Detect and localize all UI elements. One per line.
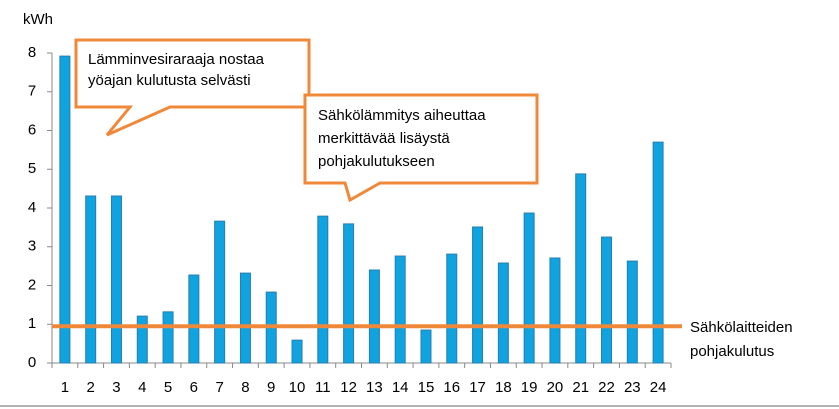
y-tick-label: 6 xyxy=(28,121,36,138)
callout-box xyxy=(303,93,539,203)
y-tick-label: 0 xyxy=(28,354,36,371)
bar xyxy=(549,257,561,364)
bar xyxy=(394,255,406,364)
x-tick-label: 1 xyxy=(61,379,69,396)
bar xyxy=(59,55,71,364)
y-tick-label: 5 xyxy=(28,160,36,177)
y-tick-label: 3 xyxy=(28,238,36,255)
callout-text: Lämminvesiraraaja nostaa xyxy=(88,51,265,68)
x-tick-label: 15 xyxy=(418,379,435,396)
x-tick-label: 3 xyxy=(112,379,120,396)
bar xyxy=(343,223,355,364)
x-tick-label: 21 xyxy=(572,379,589,396)
bar xyxy=(626,260,638,364)
x-tick-label: 23 xyxy=(624,379,641,396)
reference-label: Sähkölaitteiden xyxy=(690,319,793,336)
y-tick-label: 8 xyxy=(28,44,36,61)
bar xyxy=(420,329,432,364)
bar xyxy=(214,220,226,364)
x-tick-label: 19 xyxy=(521,379,538,396)
bar xyxy=(523,212,535,364)
bar xyxy=(497,262,509,364)
bar xyxy=(239,272,251,364)
callout-text: yöajan kulutusta selvästi xyxy=(88,72,251,89)
bar xyxy=(601,236,613,364)
bar xyxy=(368,269,380,364)
bar xyxy=(110,195,122,364)
x-tick-label: 16 xyxy=(443,379,460,396)
y-tick-label: 7 xyxy=(28,83,36,100)
bar xyxy=(472,226,484,364)
x-tick-label: 7 xyxy=(215,379,223,396)
bar xyxy=(446,253,458,364)
y-unit: kWh xyxy=(23,11,53,28)
reference-label: pohjakulutus xyxy=(690,343,774,360)
x-tick-label: 11 xyxy=(315,379,331,396)
callout-text: pohjakulutukseen xyxy=(318,153,435,170)
x-tick-label: 17 xyxy=(469,379,486,396)
bar xyxy=(291,339,303,364)
x-tick-label: 6 xyxy=(190,379,198,396)
callout-box xyxy=(74,38,311,137)
x-tick-label: 10 xyxy=(289,379,306,396)
bar xyxy=(136,315,148,364)
bar xyxy=(575,173,587,364)
x-tick-label: 13 xyxy=(366,379,383,396)
x-tick-label: 2 xyxy=(87,379,95,396)
bar xyxy=(188,274,200,364)
bar xyxy=(162,311,174,364)
callout-text: Sähkölämmitys aiheuttaa xyxy=(318,107,486,124)
x-tick-label: 4 xyxy=(138,379,146,396)
bar xyxy=(652,141,664,364)
bar xyxy=(317,215,329,364)
y-tick-label: 2 xyxy=(28,276,36,293)
x-tick-label: 9 xyxy=(267,379,275,396)
x-tick-label: 18 xyxy=(495,379,512,396)
y-tick-label: 1 xyxy=(28,315,36,332)
x-tick-label: 14 xyxy=(392,379,409,396)
x-tick-label: 8 xyxy=(241,379,249,396)
callout-text: merkittävää lisäystä xyxy=(318,130,450,147)
x-tick-label: 12 xyxy=(340,379,357,396)
x-tick-label: 20 xyxy=(547,379,564,396)
x-tick-label: 24 xyxy=(650,379,667,396)
bar xyxy=(85,195,97,364)
y-tick-label: 4 xyxy=(28,199,36,216)
x-tick-label: 5 xyxy=(164,379,172,396)
x-tick-label: 22 xyxy=(598,379,615,396)
